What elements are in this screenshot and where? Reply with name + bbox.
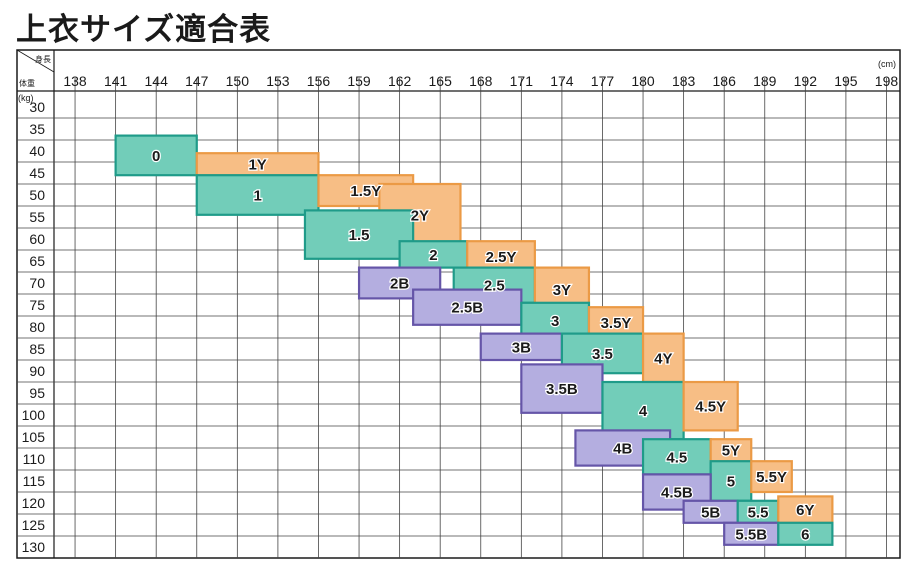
- x-tick-label: 162: [388, 73, 412, 89]
- x-tick-label: 177: [591, 73, 615, 89]
- y-tick-label: 40: [29, 143, 45, 159]
- x-tick-label: 138: [63, 73, 87, 89]
- size-box-5.5Y: [750, 460, 793, 494]
- x-unit-label: (cm): [878, 59, 896, 69]
- size-label: 0: [152, 148, 160, 165]
- size-label: 1.5: [349, 227, 370, 244]
- y-tick-label: 30: [29, 99, 45, 115]
- y-tick-label: 90: [29, 363, 45, 379]
- x-tick-label: 153: [266, 73, 290, 89]
- size-label: 1.5Y: [350, 183, 381, 200]
- size-box-0: [114, 134, 198, 177]
- size-label: 2B: [390, 276, 409, 293]
- y-tick-label: 115: [23, 473, 46, 489]
- y-tick-label: 110: [23, 451, 46, 467]
- y-tick-label: 70: [29, 275, 45, 291]
- size-label: 3.5Y: [601, 315, 632, 332]
- size-label: 2Y: [411, 207, 429, 224]
- x-tick-label: 174: [550, 73, 574, 89]
- size-label: 5.5: [748, 504, 769, 521]
- y-tick-label: 55: [29, 209, 45, 225]
- x-tick-label: 159: [347, 73, 371, 89]
- size-box-2.5B: [412, 288, 523, 326]
- y-tick-label: 130: [22, 539, 46, 555]
- size-box-3: [520, 301, 591, 340]
- y-tick-label: 35: [29, 121, 45, 137]
- y-tick-label: 80: [29, 319, 45, 335]
- y-tick-label: 120: [22, 495, 46, 511]
- size-label: 4.5B: [661, 485, 693, 502]
- size-label: 2: [429, 247, 437, 264]
- x-tick-label: 147: [185, 73, 209, 89]
- x-tick-label: 168: [469, 73, 493, 89]
- x-tick-label: 192: [794, 73, 818, 89]
- size-label: 4Y: [654, 350, 672, 367]
- y-unit-label: (kg): [18, 93, 34, 103]
- size-label: 2.5: [484, 278, 505, 295]
- size-box-6: [777, 521, 834, 546]
- size-box-3B: [479, 332, 564, 362]
- x-tick-label: 144: [145, 73, 169, 89]
- x-tick-label: 141: [104, 73, 128, 89]
- size-label: 5.5B: [735, 526, 767, 543]
- size-box-1.5: [303, 209, 415, 260]
- corner-weight-label: 体重: [19, 78, 35, 88]
- y-tick-label: 105: [22, 429, 46, 445]
- size-label: 4.5Y: [695, 399, 726, 416]
- size-label: 4: [639, 403, 648, 420]
- y-tick-label: 95: [29, 385, 45, 401]
- size-box-6Y: [777, 495, 834, 524]
- size-label: 6: [801, 526, 809, 543]
- y-tick-label: 60: [29, 231, 45, 247]
- y-tick-label: 75: [29, 297, 45, 313]
- size-label: 1: [253, 188, 261, 205]
- x-tick-label: 189: [753, 73, 777, 89]
- size-box-4.5Y: [682, 380, 739, 432]
- y-tick-label: 65: [29, 253, 45, 269]
- x-tick-label: 150: [226, 73, 250, 89]
- x-tick-label: 195: [834, 73, 858, 89]
- size-box-3.5B: [520, 363, 604, 414]
- size-label: 4B: [613, 441, 632, 458]
- x-tick-label: 198: [875, 73, 899, 89]
- size-box-2: [398, 240, 469, 269]
- size-label: 3: [551, 313, 559, 330]
- size-label: 2.5B: [451, 300, 483, 317]
- y-tick-label: 85: [29, 341, 45, 357]
- size-label: 5.5Y: [756, 469, 787, 486]
- size-label: 1Y: [248, 157, 266, 174]
- y-tick-label: 50: [29, 187, 45, 203]
- corner-diagonal: [16, 49, 55, 73]
- size-label: 5B: [701, 504, 720, 521]
- x-tick-label: 165: [429, 73, 453, 89]
- y-tick-label: 125: [22, 517, 46, 533]
- size-label: 3B: [512, 339, 531, 356]
- x-tick-label: 186: [713, 73, 737, 89]
- size-label: 3Y: [553, 282, 571, 299]
- y-tick-label: 100: [22, 407, 46, 423]
- x-tick-label: 156: [307, 73, 331, 89]
- size-label: 2.5Y: [486, 249, 517, 266]
- x-tick-label: 180: [631, 73, 655, 89]
- size-label: 5: [727, 474, 735, 491]
- x-tick-label: 171: [510, 73, 534, 89]
- page-title: 上衣サイズ適合表: [16, 12, 272, 48]
- x-tick-label: 183: [672, 73, 696, 89]
- size-label: 5Y: [722, 443, 740, 460]
- size-label: 3.5B: [546, 381, 578, 398]
- size-label: 3.5: [592, 346, 613, 363]
- size-label: 6Y: [796, 502, 814, 519]
- corner-height-label: 身長: [35, 54, 51, 64]
- size-box-1: [195, 174, 320, 216]
- size-label: 4.5: [666, 449, 687, 466]
- y-tick-label: 45: [29, 165, 45, 181]
